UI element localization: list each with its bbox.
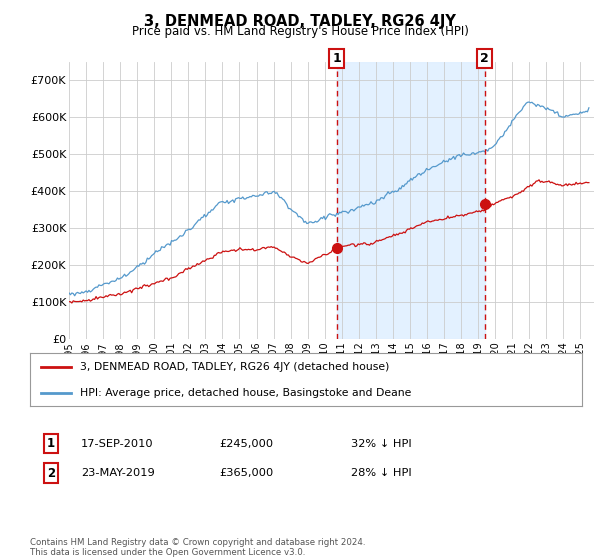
Text: 2: 2 [481,52,489,66]
Text: 2: 2 [47,466,55,480]
Text: 1: 1 [47,437,55,450]
Text: 3, DENMEAD ROAD, TADLEY, RG26 4JY: 3, DENMEAD ROAD, TADLEY, RG26 4JY [144,14,456,29]
Text: 3, DENMEAD ROAD, TADLEY, RG26 4JY (detached house): 3, DENMEAD ROAD, TADLEY, RG26 4JY (detac… [80,362,389,372]
Text: 17-SEP-2010: 17-SEP-2010 [81,438,154,449]
Text: £245,000: £245,000 [219,438,273,449]
Text: HPI: Average price, detached house, Basingstoke and Deane: HPI: Average price, detached house, Basi… [80,388,411,398]
Text: 28% ↓ HPI: 28% ↓ HPI [351,468,412,478]
Text: 23-MAY-2019: 23-MAY-2019 [81,468,155,478]
Text: 32% ↓ HPI: 32% ↓ HPI [351,438,412,449]
Bar [337,62,485,339]
Text: 1: 1 [332,52,341,66]
Text: Contains HM Land Registry data © Crown copyright and database right 2024.
This d: Contains HM Land Registry data © Crown c… [30,538,365,557]
Text: Price paid vs. HM Land Registry's House Price Index (HPI): Price paid vs. HM Land Registry's House … [131,25,469,38]
Text: £365,000: £365,000 [219,468,273,478]
